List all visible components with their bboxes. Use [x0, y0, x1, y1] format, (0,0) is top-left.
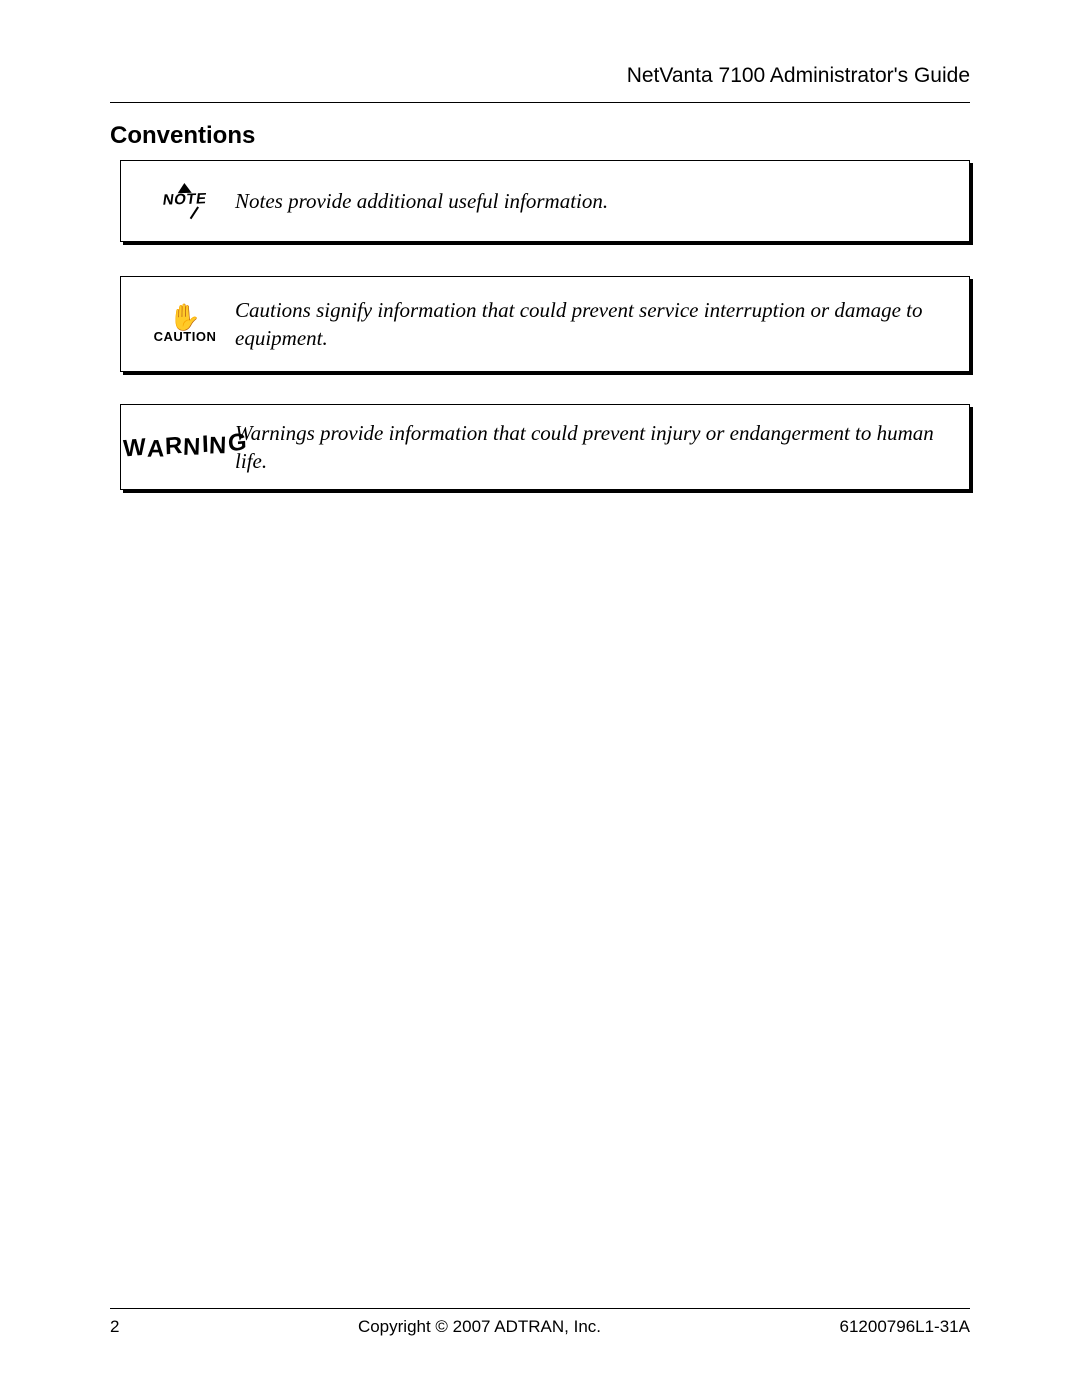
- callout-warning: WARNING Warnings provide information tha…: [120, 404, 970, 490]
- footer-doc-number: 61200796L1-31A: [840, 1317, 970, 1337]
- warning-icon: WARNING: [135, 433, 235, 461]
- note-icon-label: NOTE: [162, 190, 208, 209]
- warning-text: Warnings provide information that could …: [235, 419, 949, 476]
- page-header: NetVanta 7100 Administrator's Guide: [110, 64, 970, 103]
- warning-icon-label: WARNING: [123, 430, 247, 465]
- caution-text: Cautions signify information that could …: [235, 296, 949, 353]
- callout-caution: ✋ CAUTION Cautions signify information t…: [120, 276, 970, 372]
- section-title: Conventions: [110, 122, 255, 150]
- callout-note: NOTE Notes provide additional useful inf…: [120, 160, 970, 242]
- header-rule: [110, 102, 970, 103]
- header-title: NetVanta 7100 Administrator's Guide: [110, 64, 970, 96]
- note-text: Notes provide additional useful informat…: [235, 187, 949, 215]
- caution-icon: ✋ CAUTION: [135, 305, 235, 344]
- footer-rule: [110, 1308, 970, 1309]
- note-icon: NOTE: [135, 183, 235, 220]
- page-footer: 2 Copyright © 2007 ADTRAN, Inc. 61200796…: [110, 1308, 970, 1337]
- footer-copyright: Copyright © 2007 ADTRAN, Inc.: [358, 1317, 601, 1337]
- footer-page-number: 2: [110, 1317, 119, 1337]
- document-page: NetVanta 7100 Administrator's Guide Conv…: [0, 0, 1080, 1397]
- caution-icon-label: CAUTION: [154, 329, 217, 344]
